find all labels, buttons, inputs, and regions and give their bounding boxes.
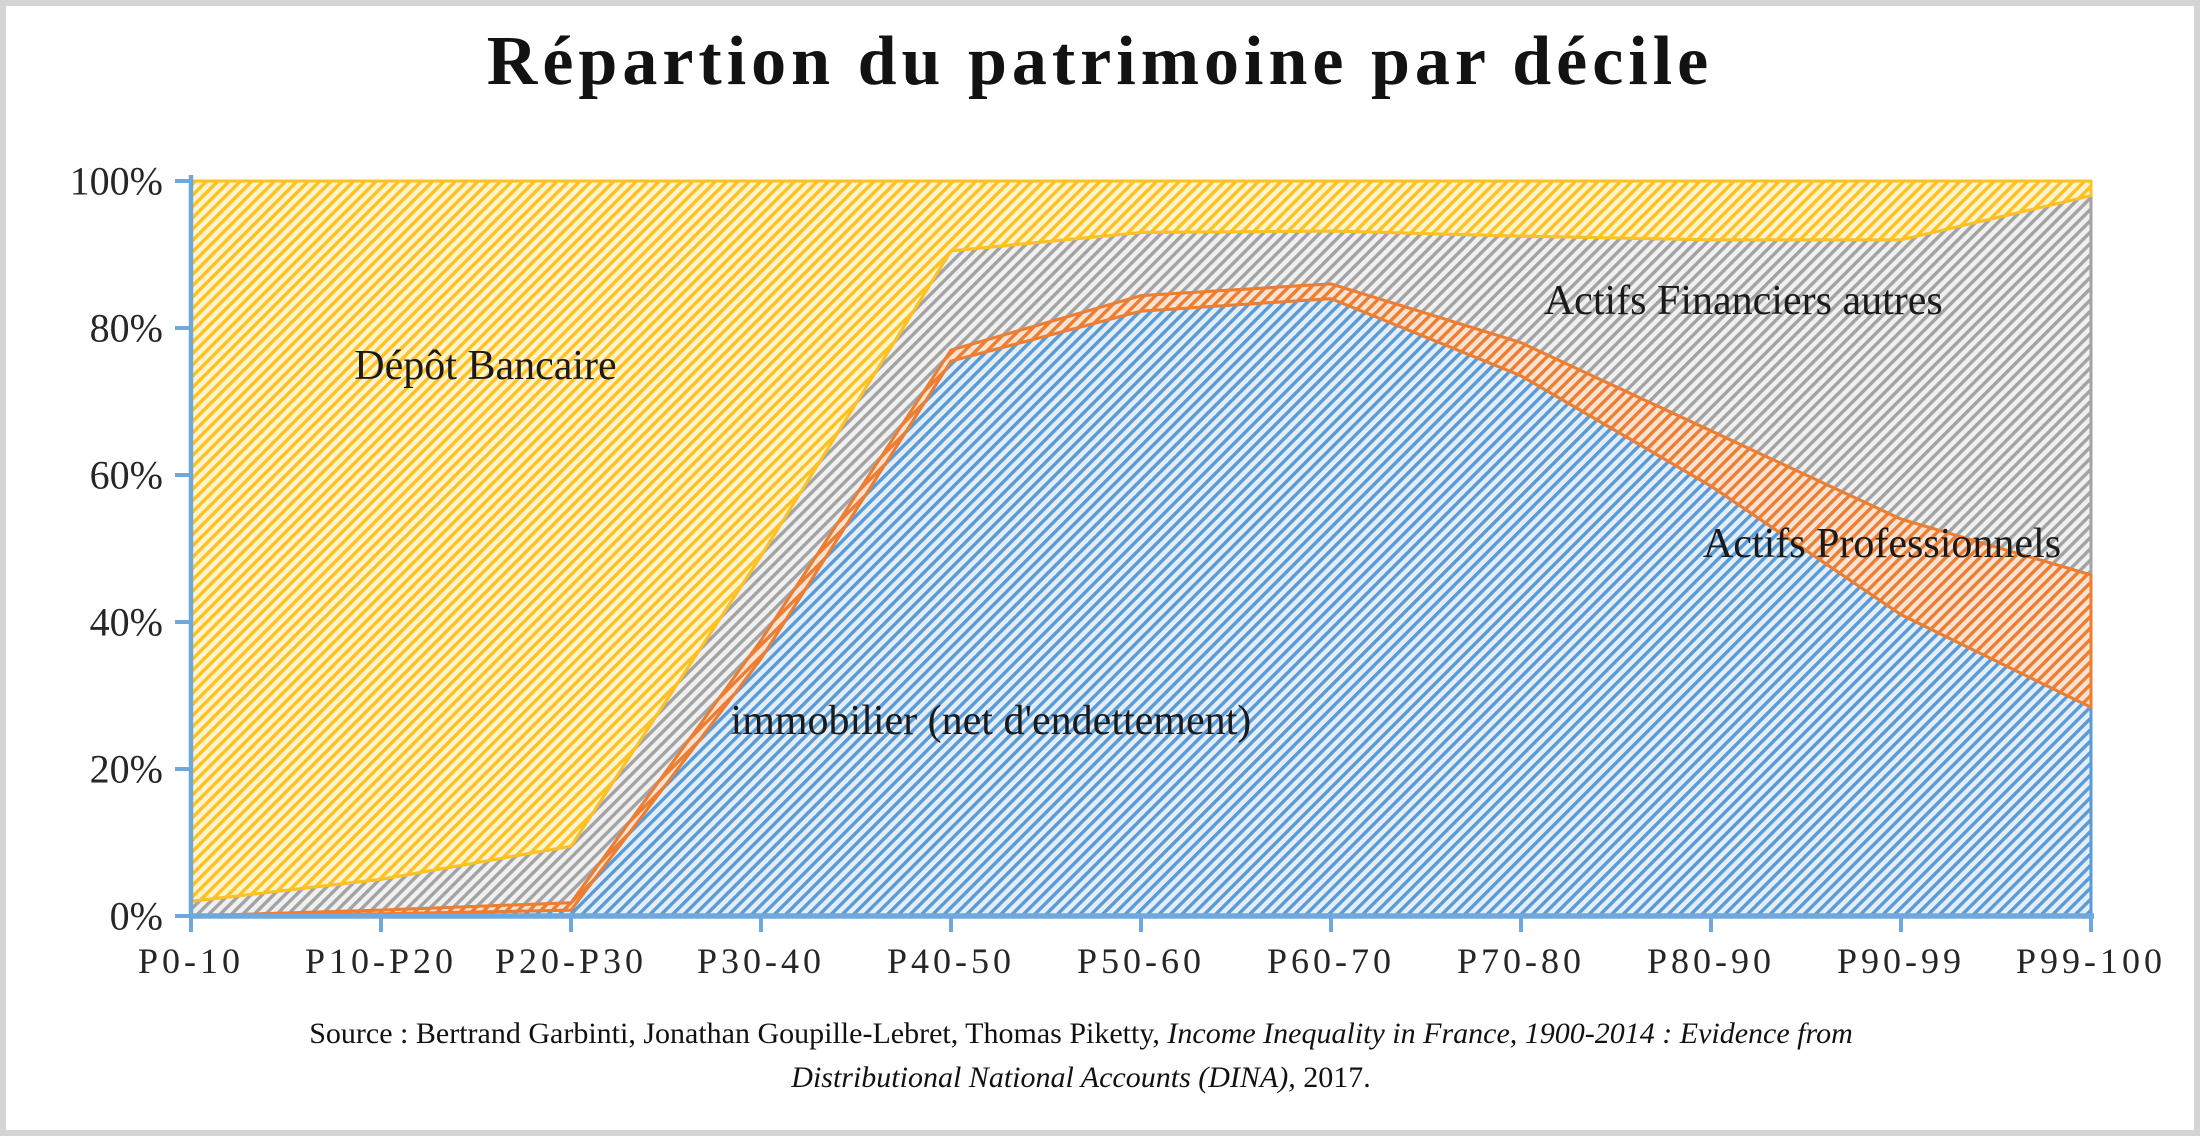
series-label-actifs-financiers-autres: Actifs Financiers autres (1543, 277, 1943, 324)
y-axis-label-60: 60% (89, 452, 163, 498)
x-axis-label-p40-50: P40-50 (886, 941, 1016, 981)
x-axis-label-p60-70: P60-70 (1266, 941, 1396, 981)
x-axis-label-p30-40: P30-40 (696, 941, 826, 981)
series-label-immobilier-net-d-endettement: immobilier (net d'endettement) (730, 698, 1252, 745)
x-axis-label-p99-100: P99-100 (2015, 941, 2167, 981)
y-axis-label-0: 0% (109, 893, 163, 939)
y-axis-label-20: 20% (89, 746, 163, 792)
y-axis-label-80: 80% (89, 305, 163, 351)
x-axis-label-p20-p30: P20-P30 (494, 941, 648, 981)
x-axis-label-p90-99: P90-99 (1836, 941, 1966, 981)
series-label-d-p-t-bancaire: Dépôt Bancaire (354, 343, 617, 390)
area-d-p-t-bancaire (189, 179, 2093, 903)
x-axis-label-p80-90: P80-90 (1646, 941, 1776, 981)
x-axis-label-p10-p20: P10-P20 (304, 941, 458, 981)
x-axis-label-p0-10: P0-10 (137, 941, 245, 981)
source-citation: Source : Bertrand Garbinti, Jonathan Gou… (6, 1012, 2156, 1100)
source-line-2: Distributional National Accounts (DINA),… (791, 1061, 1371, 1094)
y-axis-label-40: 40% (89, 599, 163, 645)
x-axis-label-p50-60: P50-60 (1076, 941, 1206, 981)
y-axis-label-100: 100% (69, 158, 163, 204)
source-line-1: Source : Bertrand Garbinti, Jonathan Gou… (309, 1017, 1853, 1050)
series-label-actifs-professionnels: Actifs Professionnels (1702, 521, 2062, 568)
stacked-area-chart (175, 175, 2094, 932)
area-actifs-professionnels (189, 282, 2093, 918)
chart-title: Répartion du patrimoine par décile (486, 23, 1714, 100)
x-axis-label-p70-80: P70-80 (1456, 941, 1586, 981)
